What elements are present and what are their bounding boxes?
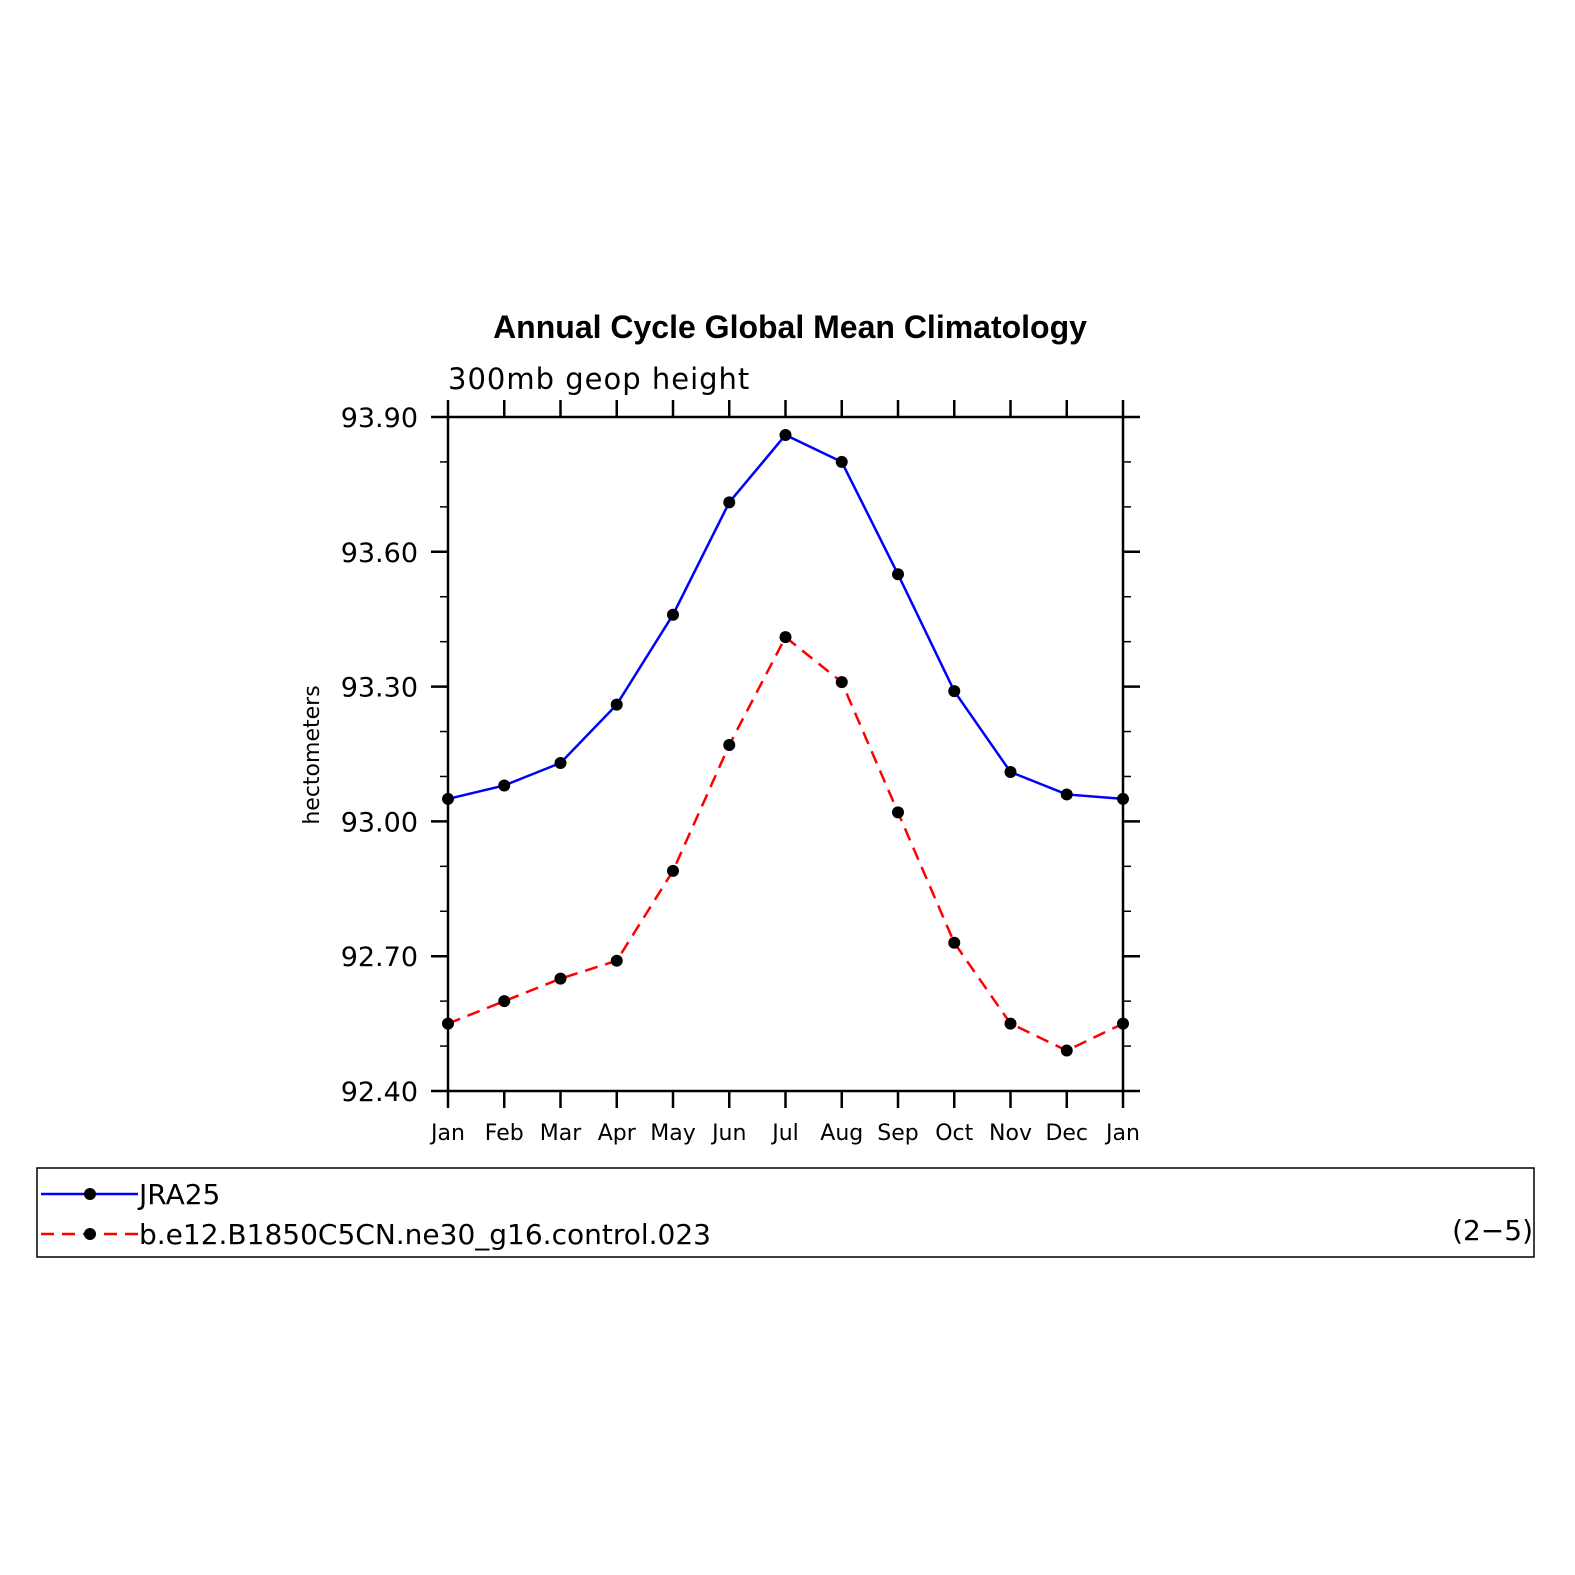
series-point bbox=[498, 779, 511, 792]
series-point bbox=[835, 676, 848, 689]
plot-border bbox=[446, 415, 1125, 1093]
y-tick-label: 93.30 bbox=[341, 673, 418, 704]
chart-title: Annual Cycle Global Mean Climatology bbox=[493, 309, 1087, 345]
series-point bbox=[723, 496, 736, 509]
series-point bbox=[667, 608, 679, 621]
panel-annotation: (2−5) bbox=[1452, 1214, 1533, 1247]
x-tick-label: Mar bbox=[540, 1121, 582, 1146]
chart-subtitle: 300mb geop height bbox=[448, 362, 750, 396]
series-point bbox=[1004, 765, 1017, 778]
series-line bbox=[447, 433, 1124, 801]
series-point bbox=[779, 428, 792, 441]
legend-label: JRA25 bbox=[137, 1178, 220, 1211]
x-tick-label: Aug bbox=[820, 1121, 863, 1146]
series-point bbox=[610, 954, 623, 967]
x-tick-label: Jan bbox=[429, 1121, 465, 1146]
series-point bbox=[554, 756, 567, 769]
x-tick-label: Nov bbox=[989, 1121, 1032, 1146]
series-point bbox=[442, 792, 454, 805]
x-tick-label: Jun bbox=[710, 1121, 746, 1146]
axis-ticks: 93.90 93.60 93.30 93.00 92.70 92.40 Jan Feb Mar A… bbox=[341, 400, 1140, 1146]
series-point bbox=[1060, 788, 1073, 801]
y-tick-label: 93.90 bbox=[341, 403, 418, 434]
series-layer bbox=[442, 428, 1129, 1057]
x-tick-label: Oct bbox=[935, 1121, 973, 1146]
legend-box bbox=[36, 1167, 1535, 1258]
legend-label: b.e12.B1850C5CN.ne30_g16.control.023 bbox=[139, 1218, 711, 1251]
series-point bbox=[667, 864, 679, 877]
y-tick-label: 93.00 bbox=[341, 807, 418, 838]
series-point bbox=[442, 1017, 454, 1030]
plot-frame bbox=[446, 415, 1125, 1093]
series-point bbox=[1117, 1017, 1129, 1030]
series-point bbox=[948, 936, 961, 949]
x-tick-label: Jan bbox=[1104, 1121, 1140, 1146]
series-point bbox=[554, 972, 567, 985]
x-tick-label: Jul bbox=[770, 1121, 799, 1146]
y-axis-label: hectometers bbox=[300, 685, 325, 824]
series-line bbox=[447, 635, 1124, 1052]
y-tick-label: 92.40 bbox=[341, 1077, 418, 1108]
x-tick-label: Apr bbox=[598, 1121, 637, 1146]
series-point bbox=[835, 455, 848, 468]
series-point bbox=[779, 631, 792, 644]
x-tick-label: Feb bbox=[485, 1121, 524, 1146]
series-point bbox=[1060, 1044, 1073, 1057]
legend: (2−5) JRA25 b.e12.B1850C5CN.ne30_g16.cont… bbox=[36, 1167, 1535, 1258]
legend-marker bbox=[84, 1188, 96, 1200]
x-tick-label: May bbox=[650, 1121, 695, 1146]
y-tick-label: 93.60 bbox=[341, 538, 418, 569]
series-point bbox=[1117, 792, 1129, 805]
series-point bbox=[892, 806, 904, 819]
series-point bbox=[610, 698, 623, 711]
legend-marker bbox=[84, 1228, 96, 1240]
series-point bbox=[498, 995, 511, 1008]
series-point bbox=[892, 568, 904, 581]
series-point bbox=[723, 739, 736, 752]
x-tick-label: Sep bbox=[877, 1121, 918, 1146]
x-tick-label: Dec bbox=[1045, 1121, 1088, 1146]
series-point bbox=[948, 685, 961, 698]
y-tick-label: 92.70 bbox=[341, 942, 418, 973]
series-point bbox=[1004, 1017, 1017, 1030]
